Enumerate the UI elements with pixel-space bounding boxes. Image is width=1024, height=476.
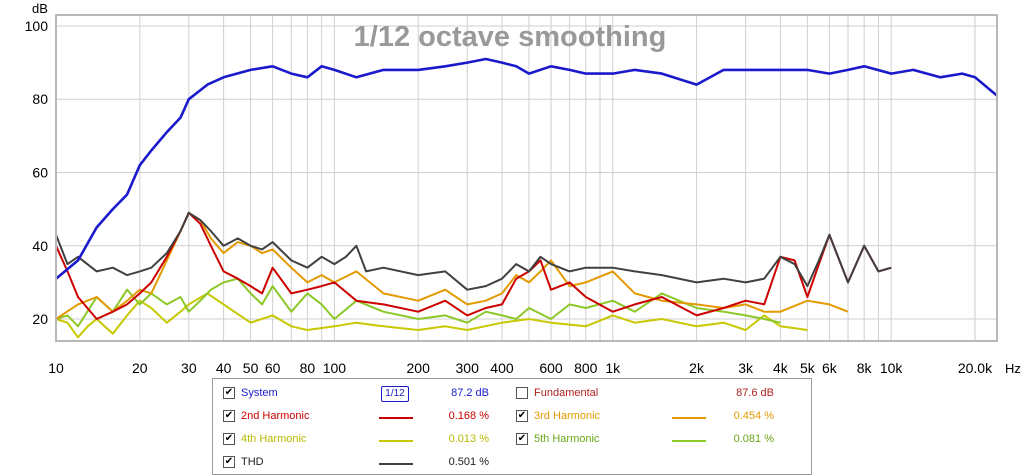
x-tick-label: 100	[323, 360, 347, 376]
x-tick-label: 20.0k	[958, 360, 993, 376]
y-ticks: 20 40 60 80 100	[25, 18, 49, 327]
plot-background	[56, 15, 997, 341]
legend-swatch-h2	[379, 417, 413, 419]
x-tick-label: 10	[48, 360, 64, 376]
x-tick-label: 400	[490, 360, 514, 376]
legend-label-h4: 4th Harmonic	[241, 433, 307, 445]
series-line-2nd-harmonic	[55, 211, 892, 320]
legend-value-h5: 0.081 %	[733, 433, 774, 445]
x-tick-label: 5k	[800, 360, 816, 376]
x-axis-unit: Hz	[1005, 361, 1021, 376]
legend-panel: ✔ System 1/12 87.2 dB Fundamental 87.6 dB ✔ 2nd…	[212, 378, 812, 475]
legend-checkbox-thd[interactable]: ✔	[223, 456, 235, 468]
legend-item-h3: ✔ 3rd Harmonic 0.454 %	[516, 410, 806, 426]
x-tick-label: 80	[300, 360, 316, 376]
legend-value-system: 87.2 dB	[451, 387, 489, 399]
legend-value-h3: 0.454 %	[733, 410, 774, 422]
legend-item-thd: ✔ THD 0.501 %	[223, 456, 513, 472]
y-axis-label: dB	[32, 1, 48, 16]
y-tick-label: 40	[32, 238, 48, 254]
series-layer	[55, 57, 998, 339]
legend-swatch-h4	[379, 440, 413, 442]
legend-checkbox-system[interactable]: ✔	[223, 387, 235, 399]
legend-label-h2: 2nd Harmonic	[241, 410, 310, 422]
x-tick-label: 800	[574, 360, 598, 376]
x-tick-label: 8k	[857, 360, 873, 376]
series-line-system	[55, 57, 998, 280]
plot-frame	[55, 14, 998, 342]
legend-checkbox-h4[interactable]: ✔	[223, 433, 235, 445]
x-ticks: 10 20 30 40 50 60 80 100 200 300 400 600 800 1k 2k 3k 4k…	[48, 360, 993, 376]
legend-swatch-thd	[379, 463, 413, 465]
series-line-5th-harmonic	[55, 277, 781, 328]
x-tick-label: 4k	[773, 360, 789, 376]
legend-checkbox-h5[interactable]: ✔	[516, 433, 528, 445]
legend-item-system: ✔ System 1/12 87.2 dB	[223, 386, 513, 403]
legend-value-h2: 0.168 %	[448, 410, 489, 422]
legend-label-h5: 5th Harmonic	[534, 433, 600, 445]
x-tick-label: 10k	[880, 360, 904, 376]
legend-checkbox-h3[interactable]: ✔	[516, 410, 528, 422]
x-tick-label: 600	[539, 360, 563, 376]
x-tick-label: 30	[181, 360, 197, 376]
legend-item-h2: ✔ 2nd Harmonic 0.168 %	[223, 410, 513, 426]
legend-swatch-h5	[672, 440, 706, 442]
legend-value-h4: 0.013 %	[448, 433, 489, 445]
x-tick-label: 6k	[822, 360, 838, 376]
y-tick-label: 60	[32, 165, 48, 181]
legend-value-fundamental: 87.6 dB	[736, 387, 774, 399]
series-line-thd	[55, 211, 892, 291]
smoothing-badge[interactable]: 1/12	[381, 386, 409, 402]
x-tick-label: 1k	[605, 360, 621, 376]
x-tick-label: 20	[132, 360, 148, 376]
x-tick-label: 3k	[738, 360, 754, 376]
legend-checkbox-fundamental[interactable]	[516, 387, 528, 399]
x-tick-label: 40	[216, 360, 232, 376]
legend-label-system: System	[241, 387, 278, 399]
y-tick-label: 80	[32, 91, 48, 107]
x-tick-label: 60	[265, 360, 281, 376]
legend-item-fundamental: Fundamental 87.6 dB	[516, 387, 806, 403]
legend-value-thd: 0.501 %	[448, 456, 489, 468]
x-tick-label: 200	[407, 360, 431, 376]
x-tick-label: 2k	[689, 360, 705, 376]
distortion-chart: 1/12 octave smoothing dB Hz 20406080100 …	[25, 1, 1021, 376]
series-line-4th-harmonic	[55, 292, 808, 339]
y-tick-label: 100	[25, 18, 49, 34]
x-tick-label: 300	[456, 360, 480, 376]
x-tick-label: 50	[243, 360, 259, 376]
series-line-3rd-harmonic	[55, 211, 849, 320]
legend-checkbox-h2[interactable]: ✔	[223, 410, 235, 422]
chart-title: 1/12 octave smoothing	[354, 21, 667, 53]
legend-item-h5: ✔ 5th Harmonic 0.081 %	[516, 433, 806, 449]
legend-label-thd: THD	[241, 456, 264, 468]
legend-swatch-h3	[672, 417, 706, 419]
legend-label-fundamental: Fundamental	[534, 387, 599, 399]
legend-item-h4: ✔ 4th Harmonic 0.013 %	[223, 433, 513, 449]
y-tick-label: 20	[32, 311, 48, 327]
legend-label-h3: 3rd Harmonic	[534, 410, 601, 422]
